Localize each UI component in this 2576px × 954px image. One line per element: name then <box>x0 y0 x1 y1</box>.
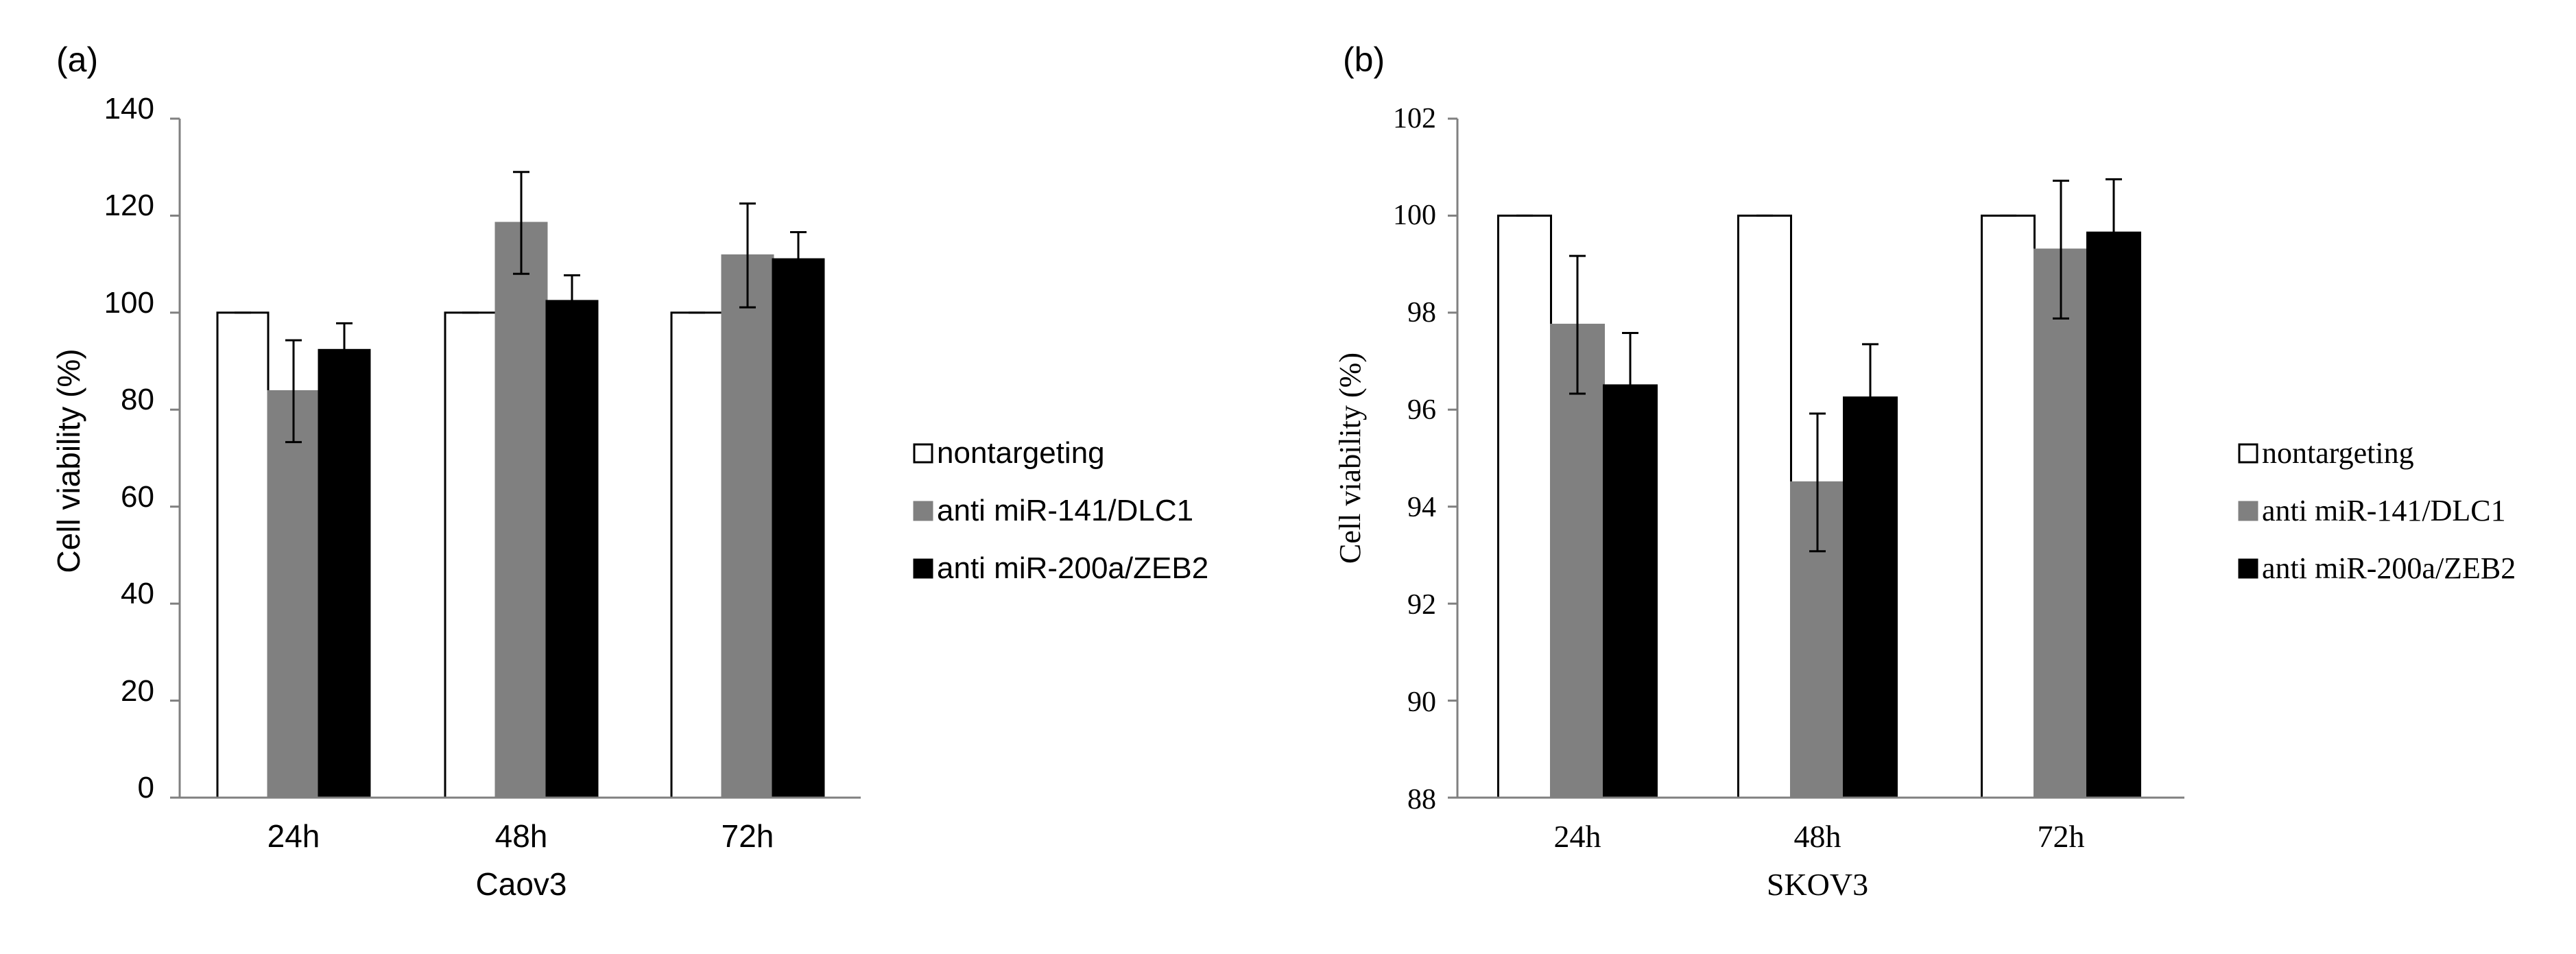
x-category-label: 24h <box>267 818 320 854</box>
panel-label-a: (a) <box>56 40 98 79</box>
chart-panel-b: (b) Cell viability (%) SKOV3 88 90 92 94… <box>1333 40 2516 902</box>
y-tick-label: 88 <box>1407 784 1436 815</box>
y-axis-title-a: Cell viability (%) <box>51 348 86 573</box>
legend-label: anti miR-200a/ZEB2 <box>937 551 1208 585</box>
legend-swatch <box>913 501 933 521</box>
legend-label: anti miR-141/DLC1 <box>937 494 1193 527</box>
x-category-label: 48h <box>1794 819 1841 854</box>
y-axis-title-b: Cell viability (%) <box>1333 353 1367 564</box>
legend-swatch <box>2238 443 2258 464</box>
bar <box>545 300 599 799</box>
bar <box>444 311 497 799</box>
y-tick-label: 100 <box>1393 200 1436 231</box>
y-tick-label: 96 <box>1407 394 1436 426</box>
legend-swatch <box>2238 501 2258 521</box>
bars-a <box>170 117 861 799</box>
legend-label: nontargeting <box>937 436 1105 470</box>
x-categories-a: 24h 48h 72h <box>267 818 774 854</box>
x-category-label: 24h <box>1554 819 1601 854</box>
y-tick-label: 20 <box>121 674 154 708</box>
bar <box>1550 324 1605 799</box>
bars-b <box>1448 117 2184 799</box>
y-ticks-b: 88 90 92 94 96 98 100 102 <box>1393 103 1436 815</box>
bar <box>2086 231 2141 799</box>
x-category-label: 72h <box>721 818 774 854</box>
bar <box>721 254 774 799</box>
y-tick-label: 98 <box>1407 297 1436 329</box>
y-tick-label: 60 <box>121 480 154 514</box>
y-tick-label: 102 <box>1393 103 1436 134</box>
legend-label: nontargeting <box>2262 436 2414 470</box>
panel-label-b: (b) <box>1343 40 1385 79</box>
x-category-label: 72h <box>2038 819 2085 854</box>
bar <box>318 348 371 799</box>
bar <box>670 311 724 799</box>
bar <box>1981 214 2036 799</box>
legend-swatch <box>2238 558 2258 579</box>
bar <box>216 311 270 799</box>
bar <box>494 222 548 799</box>
bar <box>1843 396 1898 799</box>
bar <box>1603 384 1658 799</box>
legend-a: nontargeting anti miR-141/DLC1 anti miR-… <box>913 436 1208 585</box>
bar <box>772 258 825 799</box>
y-ticks-a: 0 20 40 60 80 100 120 140 <box>104 92 154 804</box>
y-tick-label: 94 <box>1407 492 1436 523</box>
legend-label: anti miR-200a/ZEB2 <box>2262 551 2516 585</box>
y-tick-label: 140 <box>104 92 154 126</box>
y-tick-label: 92 <box>1407 589 1436 621</box>
bar <box>1737 214 1792 799</box>
y-tick-label: 40 <box>121 577 154 610</box>
chart-panel-a: (a) Cell viability (%) Caov3 0 20 40 60 … <box>51 40 1208 902</box>
y-tick-label: 90 <box>1407 687 1436 718</box>
x-categories-b: 24h 48h 72h <box>1554 819 2085 854</box>
y-tick-label: 80 <box>121 383 154 416</box>
bar <box>1497 214 1552 799</box>
x-axis-title-b: SKOV3 <box>1767 867 1868 902</box>
x-category-label: 48h <box>495 818 548 854</box>
bar <box>267 390 320 799</box>
legend-swatch <box>913 558 933 579</box>
x-axis-title-a: Caov3 <box>476 866 567 902</box>
bar <box>2034 248 2088 799</box>
legend-swatch <box>913 443 933 464</box>
y-tick-label: 0 <box>138 771 154 804</box>
y-tick-label: 100 <box>104 286 154 320</box>
legend-label: anti miR-141/DLC1 <box>2262 494 2506 527</box>
y-tick-label: 120 <box>104 189 154 222</box>
legend-b: nontargeting anti miR-141/DLC1 anti miR-… <box>2238 436 2516 585</box>
